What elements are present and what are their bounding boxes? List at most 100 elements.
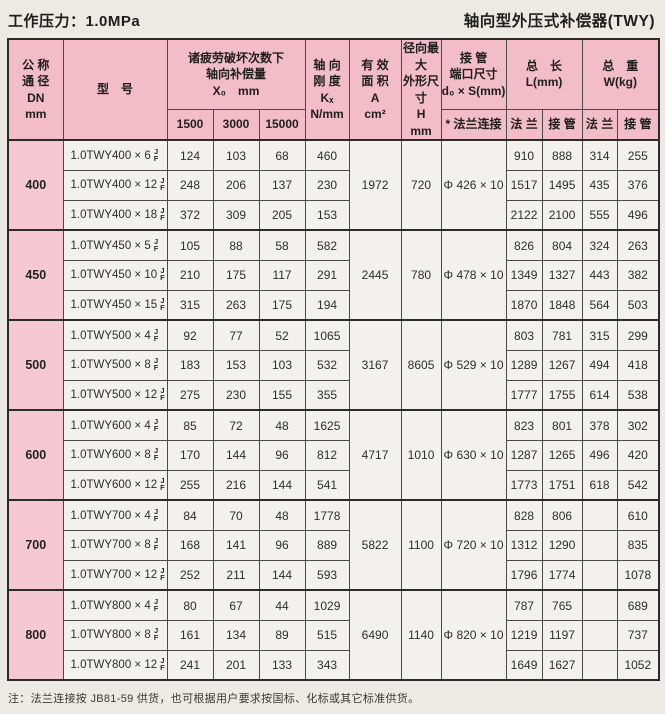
kx-cell: 230 xyxy=(304,169,350,201)
x3000-cell: 216 xyxy=(212,469,260,501)
l-flange-cell: 803 xyxy=(505,319,543,351)
model-text: 1.0TWY400 × 18 xyxy=(70,209,158,222)
model-cell: 1.0TWY400 × 18 J F xyxy=(62,199,168,231)
l-flange-cell: 910 xyxy=(505,139,543,171)
x15000-cell: 96 xyxy=(258,439,306,471)
w-pipe-cell: 299 xyxy=(616,319,660,351)
area-cell: 4717 xyxy=(348,409,402,501)
model-cell: 1.0TWY700 × 12 J F xyxy=(62,559,168,591)
l-pipe-cell: 1265 xyxy=(541,439,583,471)
l-pipe-cell: 2100 xyxy=(541,199,583,231)
kx-cell: 582 xyxy=(304,229,350,261)
l-pipe-cell: 801 xyxy=(541,409,583,441)
x3000-cell: 153 xyxy=(212,349,260,381)
h-cell: 720 xyxy=(400,139,442,231)
kx-cell: 812 xyxy=(304,439,350,471)
x1500-cell: 372 xyxy=(166,199,214,231)
header-dn: 公 称 通 径 DN mm xyxy=(7,38,64,141)
table-row: 1.0TWY700 × 8 J F 168 141 96 889 1312 1290 835 xyxy=(8,529,660,561)
w-pipe-cell: 835 xyxy=(616,529,660,561)
x1500-cell: 124 xyxy=(166,139,214,171)
x15000-cell: 52 xyxy=(258,319,306,351)
w-flange-cell xyxy=(581,529,618,561)
w-pipe-cell: 376 xyxy=(616,169,660,201)
jf-top: J xyxy=(153,626,159,636)
h-cell: 1140 xyxy=(400,589,442,681)
l-pipe-cell: 1290 xyxy=(541,529,583,561)
kx-cell: 153 xyxy=(304,199,350,231)
w-pipe-cell: 538 xyxy=(616,379,660,411)
dn-cell: 700 xyxy=(7,499,64,591)
l-pipe-cell: 888 xyxy=(541,139,583,171)
kx-cell: 355 xyxy=(304,379,350,411)
header-effective-area: 有 效 面 积 A cm² xyxy=(348,38,402,141)
jf-bottom: F xyxy=(153,363,159,373)
kx-cell: 515 xyxy=(304,619,350,651)
pipe-end-cell: Φ 478 × 10 xyxy=(440,229,507,321)
w-flange-cell xyxy=(581,649,618,681)
kx-cell: 1029 xyxy=(304,589,350,621)
x3000-cell: 134 xyxy=(212,619,260,651)
table-row: 700 1.0TWY700 × 4 J F 84 70 48 1778 5822 1100 Φ 72… xyxy=(7,499,660,591)
x15000-cell: 48 xyxy=(258,499,306,531)
jf-top: J xyxy=(153,536,159,546)
jf-bottom: F xyxy=(160,273,165,283)
w-flange-cell: 315 xyxy=(581,319,618,351)
l-flange-cell: 1777 xyxy=(505,379,543,411)
kx-cell: 1065 xyxy=(304,319,350,351)
x15000-cell: 96 xyxy=(258,529,306,561)
x1500-cell: 275 xyxy=(166,379,214,411)
area-cell: 3167 xyxy=(348,319,402,411)
w-flange-cell xyxy=(581,559,618,591)
l-pipe-cell: 1848 xyxy=(541,289,583,321)
header-total-length: 总 长 L(mm) xyxy=(505,38,583,110)
l-flange-cell: 1219 xyxy=(505,619,543,651)
spec-table: 公 称 通 径 DN mm 型 号 诸疲劳破坏次数下 轴向补偿量 X₀ mm 轴… xyxy=(7,38,661,682)
jf-top: J xyxy=(153,446,159,456)
l-flange-cell: 823 xyxy=(505,409,543,441)
model-text: 1.0TWY500 × 4 xyxy=(70,329,151,342)
w-pipe-cell: 263 xyxy=(616,229,660,261)
l-pipe-cell: 1495 xyxy=(541,169,583,201)
table-row: 1.0TWY600 × 12 J F 255 216 144 541 1773 1751 618 5… xyxy=(8,469,660,501)
jf-top: J xyxy=(153,356,159,366)
jf-top: J xyxy=(160,656,165,666)
model-text: 1.0TWY400 × 6 xyxy=(70,149,151,162)
w-pipe-cell: 1052 xyxy=(616,649,660,681)
x15000-cell: 144 xyxy=(258,469,306,501)
model-cell: 1.0TWY450 × 10 J F xyxy=(62,259,168,291)
header-max-dimension: 径向最大 外形尺寸 H mm xyxy=(400,38,442,141)
x1500-cell: 315 xyxy=(166,289,214,321)
kx-cell: 1778 xyxy=(304,499,350,531)
kx-cell: 291 xyxy=(304,259,350,291)
w-flange-cell: 496 xyxy=(581,439,618,471)
l-pipe-cell: 1327 xyxy=(541,259,583,291)
h-cell: 1100 xyxy=(400,499,442,591)
header-weight-flange: 法 兰 xyxy=(581,108,618,141)
jf-bottom: F xyxy=(160,483,165,493)
w-flange-cell: 555 xyxy=(581,199,618,231)
jf-top: J xyxy=(160,386,165,396)
x15000-cell: 117 xyxy=(258,259,306,291)
area-cell: 6490 xyxy=(348,589,402,681)
x1500-cell: 241 xyxy=(166,649,214,681)
x1500-cell: 84 xyxy=(166,499,214,531)
model-text: 1.0TWY500 × 8 xyxy=(70,359,151,372)
model-text: 1.0TWY800 × 8 xyxy=(70,629,151,642)
jf-bottom: F xyxy=(160,303,165,313)
table-row: 400 1.0TWY400 × 6 J F 124 103 68 460 1972 720 Φ 42… xyxy=(7,139,660,231)
l-flange-cell: 1289 xyxy=(505,349,543,381)
pipe-end-cell: Φ 720 × 10 xyxy=(440,499,507,591)
